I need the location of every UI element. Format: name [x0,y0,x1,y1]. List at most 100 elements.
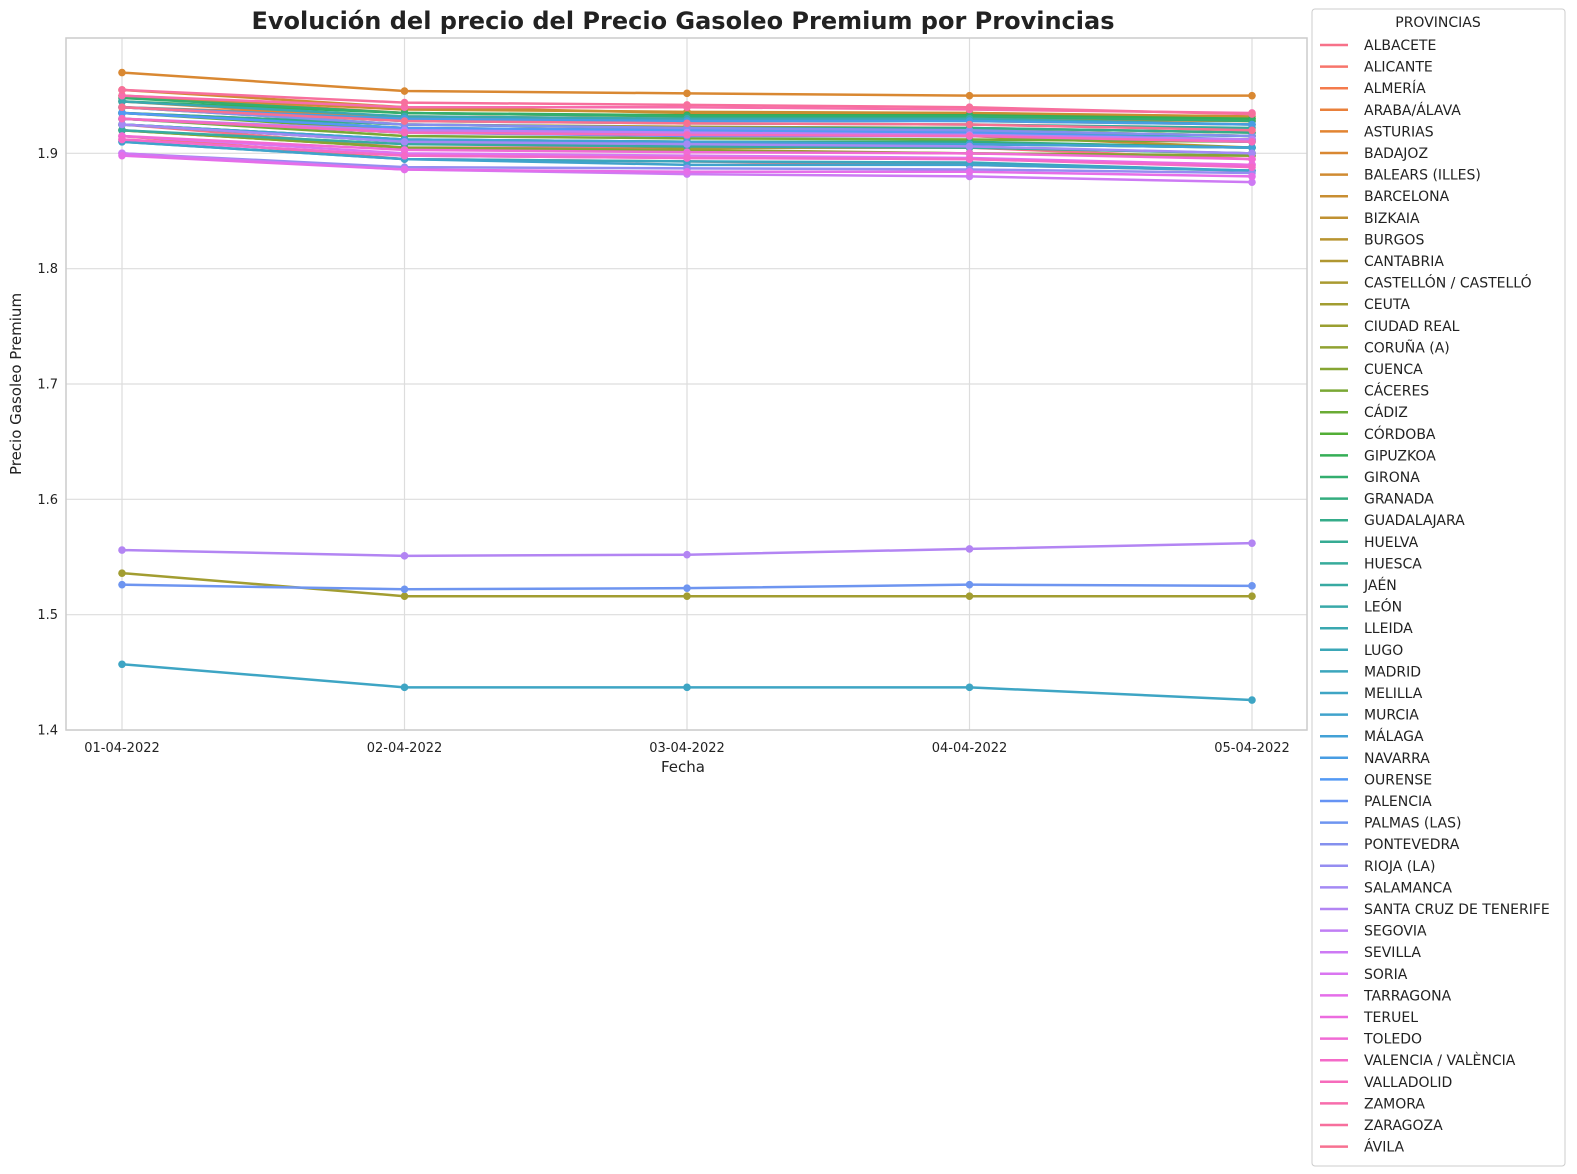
y-tick-label: 1.7 [37,378,58,393]
legend-label: TARRAGONA [1363,988,1452,1004]
data-point [1248,149,1256,158]
x-tick-label: 02-04-2022 [367,741,443,756]
legend-label: MADRID [1364,664,1421,680]
legend-label: GIPUZKOA [1364,448,1436,464]
legend-label: VALLADOLID [1364,1075,1452,1091]
data-point [400,98,409,107]
legend-label: CANTABRIA [1364,254,1444,270]
data-point [118,114,126,123]
legend-title: PROVINCIAS [1395,15,1481,31]
data-point [1248,592,1256,601]
data-point [1248,172,1256,181]
legend-label: ARABA/ÁLAVA [1364,102,1461,119]
legend-label: PONTEVEDRA [1364,837,1460,853]
legend-label: OURENSE [1364,772,1432,788]
data-point [1248,155,1256,163]
data-point [965,592,974,601]
legend-label: GUADALAJARA [1364,513,1465,529]
legend-label: ÁVILA [1364,1139,1405,1156]
series-group [118,580,1256,594]
data-point [1248,696,1256,704]
legend-label: BURGOS [1364,232,1424,248]
data-point [1248,582,1256,590]
legend-label: PALMAS (LAS) [1364,816,1461,832]
legend-label: SALAMANCA [1364,880,1452,896]
data-point [400,552,409,560]
legend-items: ALBACETE ALICANTE ALMERÍA ARABA/ÁLAVA ASTURI… [1320,38,1550,1156]
series-group [118,151,1256,181]
legend: PROVINCIAS ALBACETE ALICANTE ALMERÍA ARABA/… [1311,8,1566,1167]
data-point [1248,120,1256,129]
legend-label: MURCIA [1364,708,1419,724]
y-tick-label: 1.5 [37,608,58,623]
legend-label: NAVARRA [1364,751,1430,767]
data-point [683,101,691,109]
legend-label: CEUTA [1364,297,1410,313]
plot-area-frame [65,37,1308,731]
legend-label: BADAJOZ [1364,146,1428,162]
data-point [965,167,974,176]
y-axis-ticks: 1.4 1.5 1.6 1.7 1.8 1.9 [37,147,58,739]
data-point [118,68,126,77]
y-tick-label: 1.4 [37,724,58,739]
legend-label: ZAMORA [1364,1096,1425,1112]
legend-label: SEVILLA [1364,945,1421,961]
data-point [683,119,691,128]
data-point [118,660,126,669]
data-point [965,120,974,129]
legend-label: LUGO [1364,643,1403,659]
legend-label: CÁCERES [1364,383,1429,400]
legend-label: RIOJA (LA) [1364,859,1435,875]
series-group [118,660,1256,704]
legend-label: CÁDIZ [1364,404,1408,421]
legend-label: SEGOVIA [1364,924,1427,940]
legend-label: PALENCIA [1364,794,1432,810]
data-point [400,117,409,125]
y-tick-label: 1.6 [37,493,58,508]
data-point [400,165,409,174]
data-point [683,683,691,692]
legend-label: GRANADA [1364,492,1434,508]
data-point [400,151,409,160]
data-point [400,87,409,95]
data-point [400,128,409,137]
x-tick-label: 03-04-2022 [649,741,725,756]
data-point [1248,178,1256,186]
legend-label: HUESCA [1364,556,1422,572]
legend-label: LLEIDA [1364,621,1413,637]
data-point [683,584,691,592]
data-point [683,131,691,139]
data-point [965,155,974,163]
legend-frame [1311,8,1566,1167]
series-group [118,120,1256,158]
data-point [118,103,126,111]
data-point [118,135,126,144]
data-point [400,146,409,154]
data-point [1248,143,1256,152]
series-group [118,68,1256,100]
legend-label: CÓRDOBA [1364,425,1436,443]
data-point [683,140,691,148]
legend-label: ASTURIAS [1364,124,1434,140]
legend-label: ALBACETE [1364,38,1436,54]
data-point [400,592,409,601]
data-point [965,103,974,111]
series-group [118,135,1256,171]
x-tick-label: 04-04-2022 [932,741,1008,756]
data-point [1248,539,1256,547]
legend-label: MÁLAGA [1364,728,1424,745]
data-point [965,149,974,158]
data-point [683,167,691,176]
data-point [683,148,691,156]
legend-label: BIZKAIA [1364,211,1420,227]
data-point [965,91,974,100]
legend-label: BALEARS (ILLES) [1364,168,1481,184]
data-point [118,120,126,129]
legend-label: ALMERÍA [1364,80,1426,97]
data-point [683,154,691,162]
data-point [118,97,126,106]
legend-label: CASTELLÓN / CASTELLÓ [1364,274,1532,292]
legend-label: GIRONA [1364,470,1420,486]
data-point [1248,126,1256,135]
